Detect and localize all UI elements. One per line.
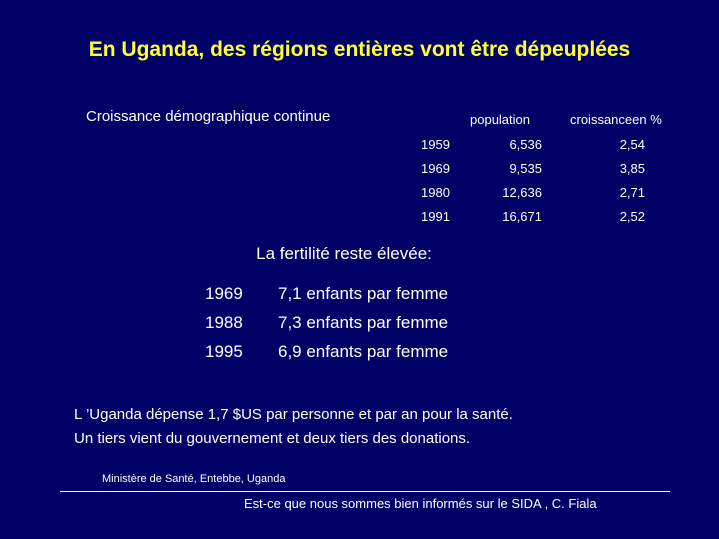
fertility-value: 7,1 enfants par femme <box>278 284 449 303</box>
fertility-value: 6,9 enfants par femme <box>278 342 449 361</box>
fertility-year: 1969 <box>205 284 243 303</box>
source-note: Ministère de Santé, Entebbe, Uganda <box>102 473 286 485</box>
row-year: 1991 <box>421 209 450 224</box>
row-population: 9,535 <box>509 161 542 176</box>
row-growth: 3,85 <box>619 161 645 176</box>
row-year: 1969 <box>421 161 450 176</box>
slide-title: En Uganda, des régions entières vont êtr… <box>88 38 631 61</box>
row-population: 16,671 <box>502 209 542 224</box>
row-population: 6,536 <box>509 137 542 152</box>
fertility-heading: La fertilité reste élevée: <box>256 244 432 263</box>
column-header-population: population <box>470 112 530 127</box>
footer-text: Est-ce que nous sommes bien informés sur… <box>244 496 597 511</box>
row-year: 1959 <box>421 137 450 152</box>
health-note-line1: L ’Uganda dépense 1,7 $US par personne e… <box>74 406 513 423</box>
fertility-year: 1988 <box>205 313 243 332</box>
row-year: 1980 <box>421 185 450 200</box>
health-note-line2: Un tiers vient du gouvernement et deux t… <box>74 430 471 447</box>
row-growth: 2,71 <box>619 185 645 200</box>
fertility-year: 1995 <box>205 342 243 361</box>
footer-divider <box>60 491 670 492</box>
growth-heading: Croissance démographique continue <box>86 108 331 125</box>
row-growth: 2,52 <box>619 209 645 224</box>
fertility-value: 7,3 enfants par femme <box>278 313 449 332</box>
column-header-growth: croissanceen % <box>570 112 662 127</box>
row-growth: 2,54 <box>619 137 645 152</box>
row-population: 12,636 <box>502 185 542 200</box>
